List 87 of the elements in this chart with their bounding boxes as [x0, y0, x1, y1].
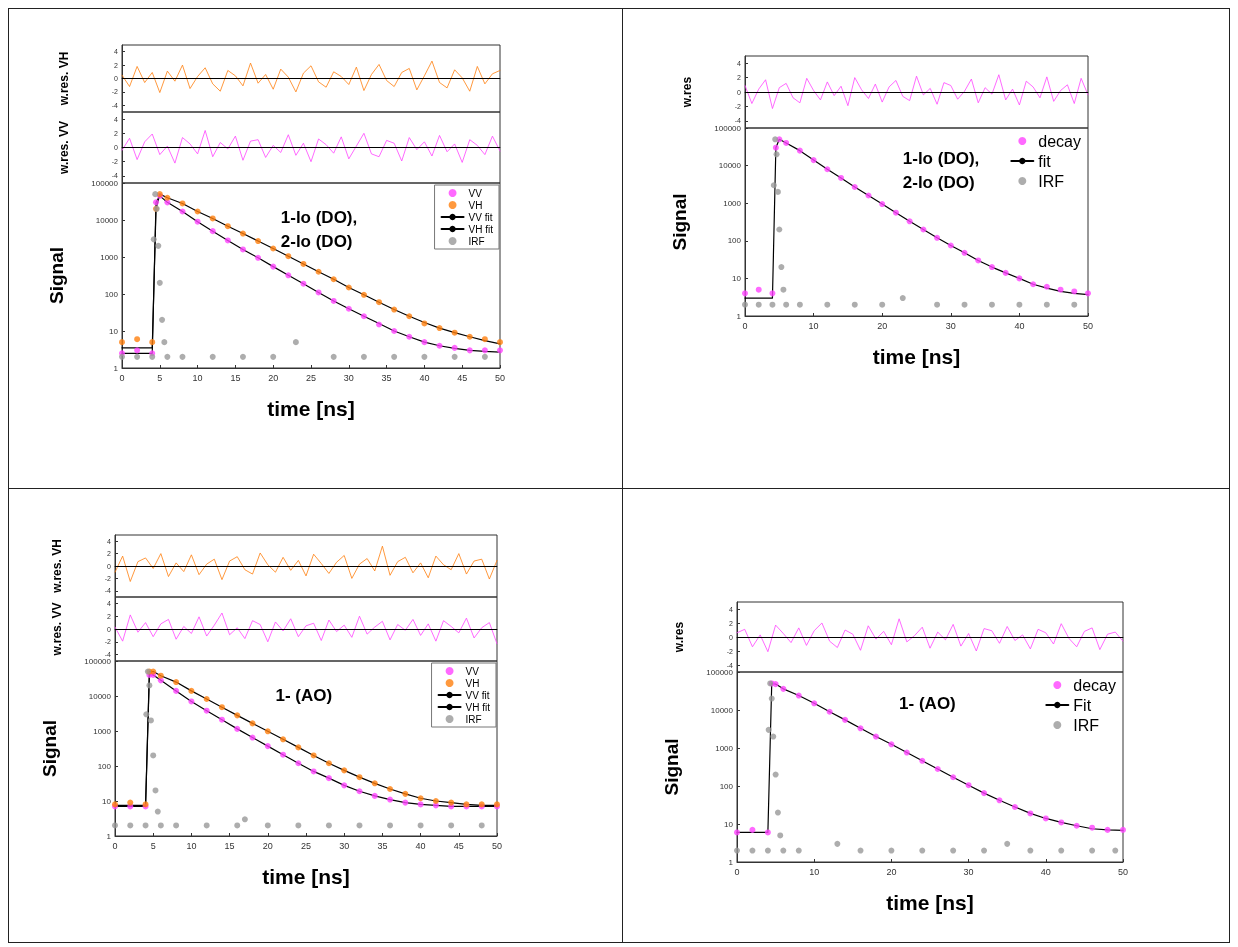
x-tick-label: 30: [343, 372, 354, 383]
y-tick-label: 100000: [706, 667, 734, 677]
x-tick-label: 10: [808, 320, 819, 331]
y-axis-title: Signal: [46, 246, 67, 305]
legend-label: VV fit: [468, 211, 493, 223]
x-tick-label: 10: [192, 372, 203, 383]
x-tick-label: 5: [157, 372, 163, 383]
x-tick-label: 40: [1014, 320, 1025, 331]
legend-label: VH fit: [465, 701, 491, 713]
y-tick-label: 1000: [93, 726, 112, 736]
legend-label: IRF: [1038, 172, 1065, 190]
annotation: 1- (AO): [275, 686, 333, 706]
x-axis-title: time [ns]: [886, 891, 974, 914]
x-tick-label: 30: [339, 840, 350, 851]
y-tick-label: 10000: [95, 215, 119, 225]
y-axis-title: w.res: [680, 76, 694, 109]
y-axis-title: Signal: [669, 193, 690, 251]
x-tick-label: 50: [1117, 866, 1129, 877]
y-tick-label: 1000: [723, 198, 742, 208]
annotation: 1- (AO): [899, 693, 956, 713]
x-tick-label: 30: [945, 320, 956, 331]
x-tick-label: 30: [963, 866, 974, 877]
x-tick-label: 25: [305, 372, 317, 383]
y-axis-title: w.res. VH: [50, 539, 64, 594]
y-tick-label: 1: [106, 831, 112, 841]
y-axis-title: w.res. VV: [57, 121, 71, 175]
x-axis-title: time [ns]: [262, 865, 350, 888]
legend-label: IRF: [468, 235, 485, 247]
legend-label: VH: [468, 199, 483, 211]
x-tick-label: 50: [1082, 320, 1094, 331]
x-tick-label: 20: [877, 320, 888, 331]
legend-label: VV: [465, 665, 480, 677]
y-tick-label: 1: [113, 363, 119, 373]
y-tick-label: 10: [102, 796, 112, 806]
y-axis-title: Signal: [661, 738, 682, 796]
y-axis-title: w.res. VV: [50, 602, 64, 657]
y-tick-label: 1000: [100, 252, 119, 262]
legend-label: IRF: [465, 713, 482, 725]
x-tick-label: 50: [494, 372, 506, 383]
x-tick-label: 50: [491, 840, 503, 851]
x-axis-title: time [ns]: [872, 345, 961, 368]
x-tick-label: 15: [224, 840, 235, 851]
x-tick-label: 40: [419, 372, 430, 383]
y-tick-label: 100: [104, 289, 119, 299]
x-tick-label: 20: [886, 866, 897, 877]
x-tick-label: 10: [809, 866, 820, 877]
legend-label: VH fit: [468, 223, 494, 235]
y-axis-title: w.res: [672, 621, 686, 654]
y-tick-label: 1: [728, 857, 734, 867]
legend-label: IRF: [1073, 716, 1100, 734]
annotation: 1-lo (DO), 2-lo (DO): [902, 149, 980, 193]
y-tick-label: 10000: [718, 161, 742, 171]
y-tick-label: 100000: [84, 656, 112, 666]
legend-label: fit: [1038, 152, 1052, 170]
x-tick-label: 40: [415, 840, 426, 851]
y-axis-title: w.res. VH: [57, 51, 71, 107]
y-tick-label: 1000: [715, 743, 734, 753]
x-tick-label: 35: [377, 840, 388, 851]
annotation: 1-lo (DO), 2-lo (DO): [280, 207, 358, 251]
x-tick-label: 40: [1040, 866, 1051, 877]
y-tick-label: 100000: [91, 178, 119, 188]
x-tick-label: 10: [186, 840, 197, 851]
y-tick-label: 100: [727, 236, 742, 246]
y-tick-label: 10: [732, 273, 742, 283]
legend-label: Fit: [1073, 696, 1092, 714]
x-tick-label: 45: [457, 372, 468, 383]
x-tick-label: 15: [230, 372, 241, 383]
x-tick-label: 35: [381, 372, 392, 383]
x-axis-title: time [ns]: [267, 397, 355, 420]
legend-label: decay: [1073, 676, 1117, 694]
y-tick-label: 100: [97, 761, 112, 771]
legend-label: VV: [468, 187, 483, 199]
legend-label: decay: [1038, 132, 1082, 150]
x-tick-label: 20: [262, 840, 273, 851]
y-tick-label: 10000: [710, 705, 734, 715]
x-tick-label: 25: [300, 840, 312, 851]
y-axis-title: Signal: [39, 719, 60, 778]
y-tick-label: 10: [724, 819, 734, 829]
x-tick-label: 45: [453, 840, 464, 851]
y-tick-label: 10000: [88, 691, 112, 701]
x-tick-label: 20: [268, 372, 279, 383]
legend-label: VH: [465, 677, 480, 689]
legend-label: VV fit: [465, 689, 490, 701]
y-tick-label: 100: [719, 781, 734, 791]
y-tick-label: 100000: [714, 123, 742, 133]
y-tick-label: 1: [736, 311, 742, 321]
x-tick-label: 5: [150, 840, 156, 851]
